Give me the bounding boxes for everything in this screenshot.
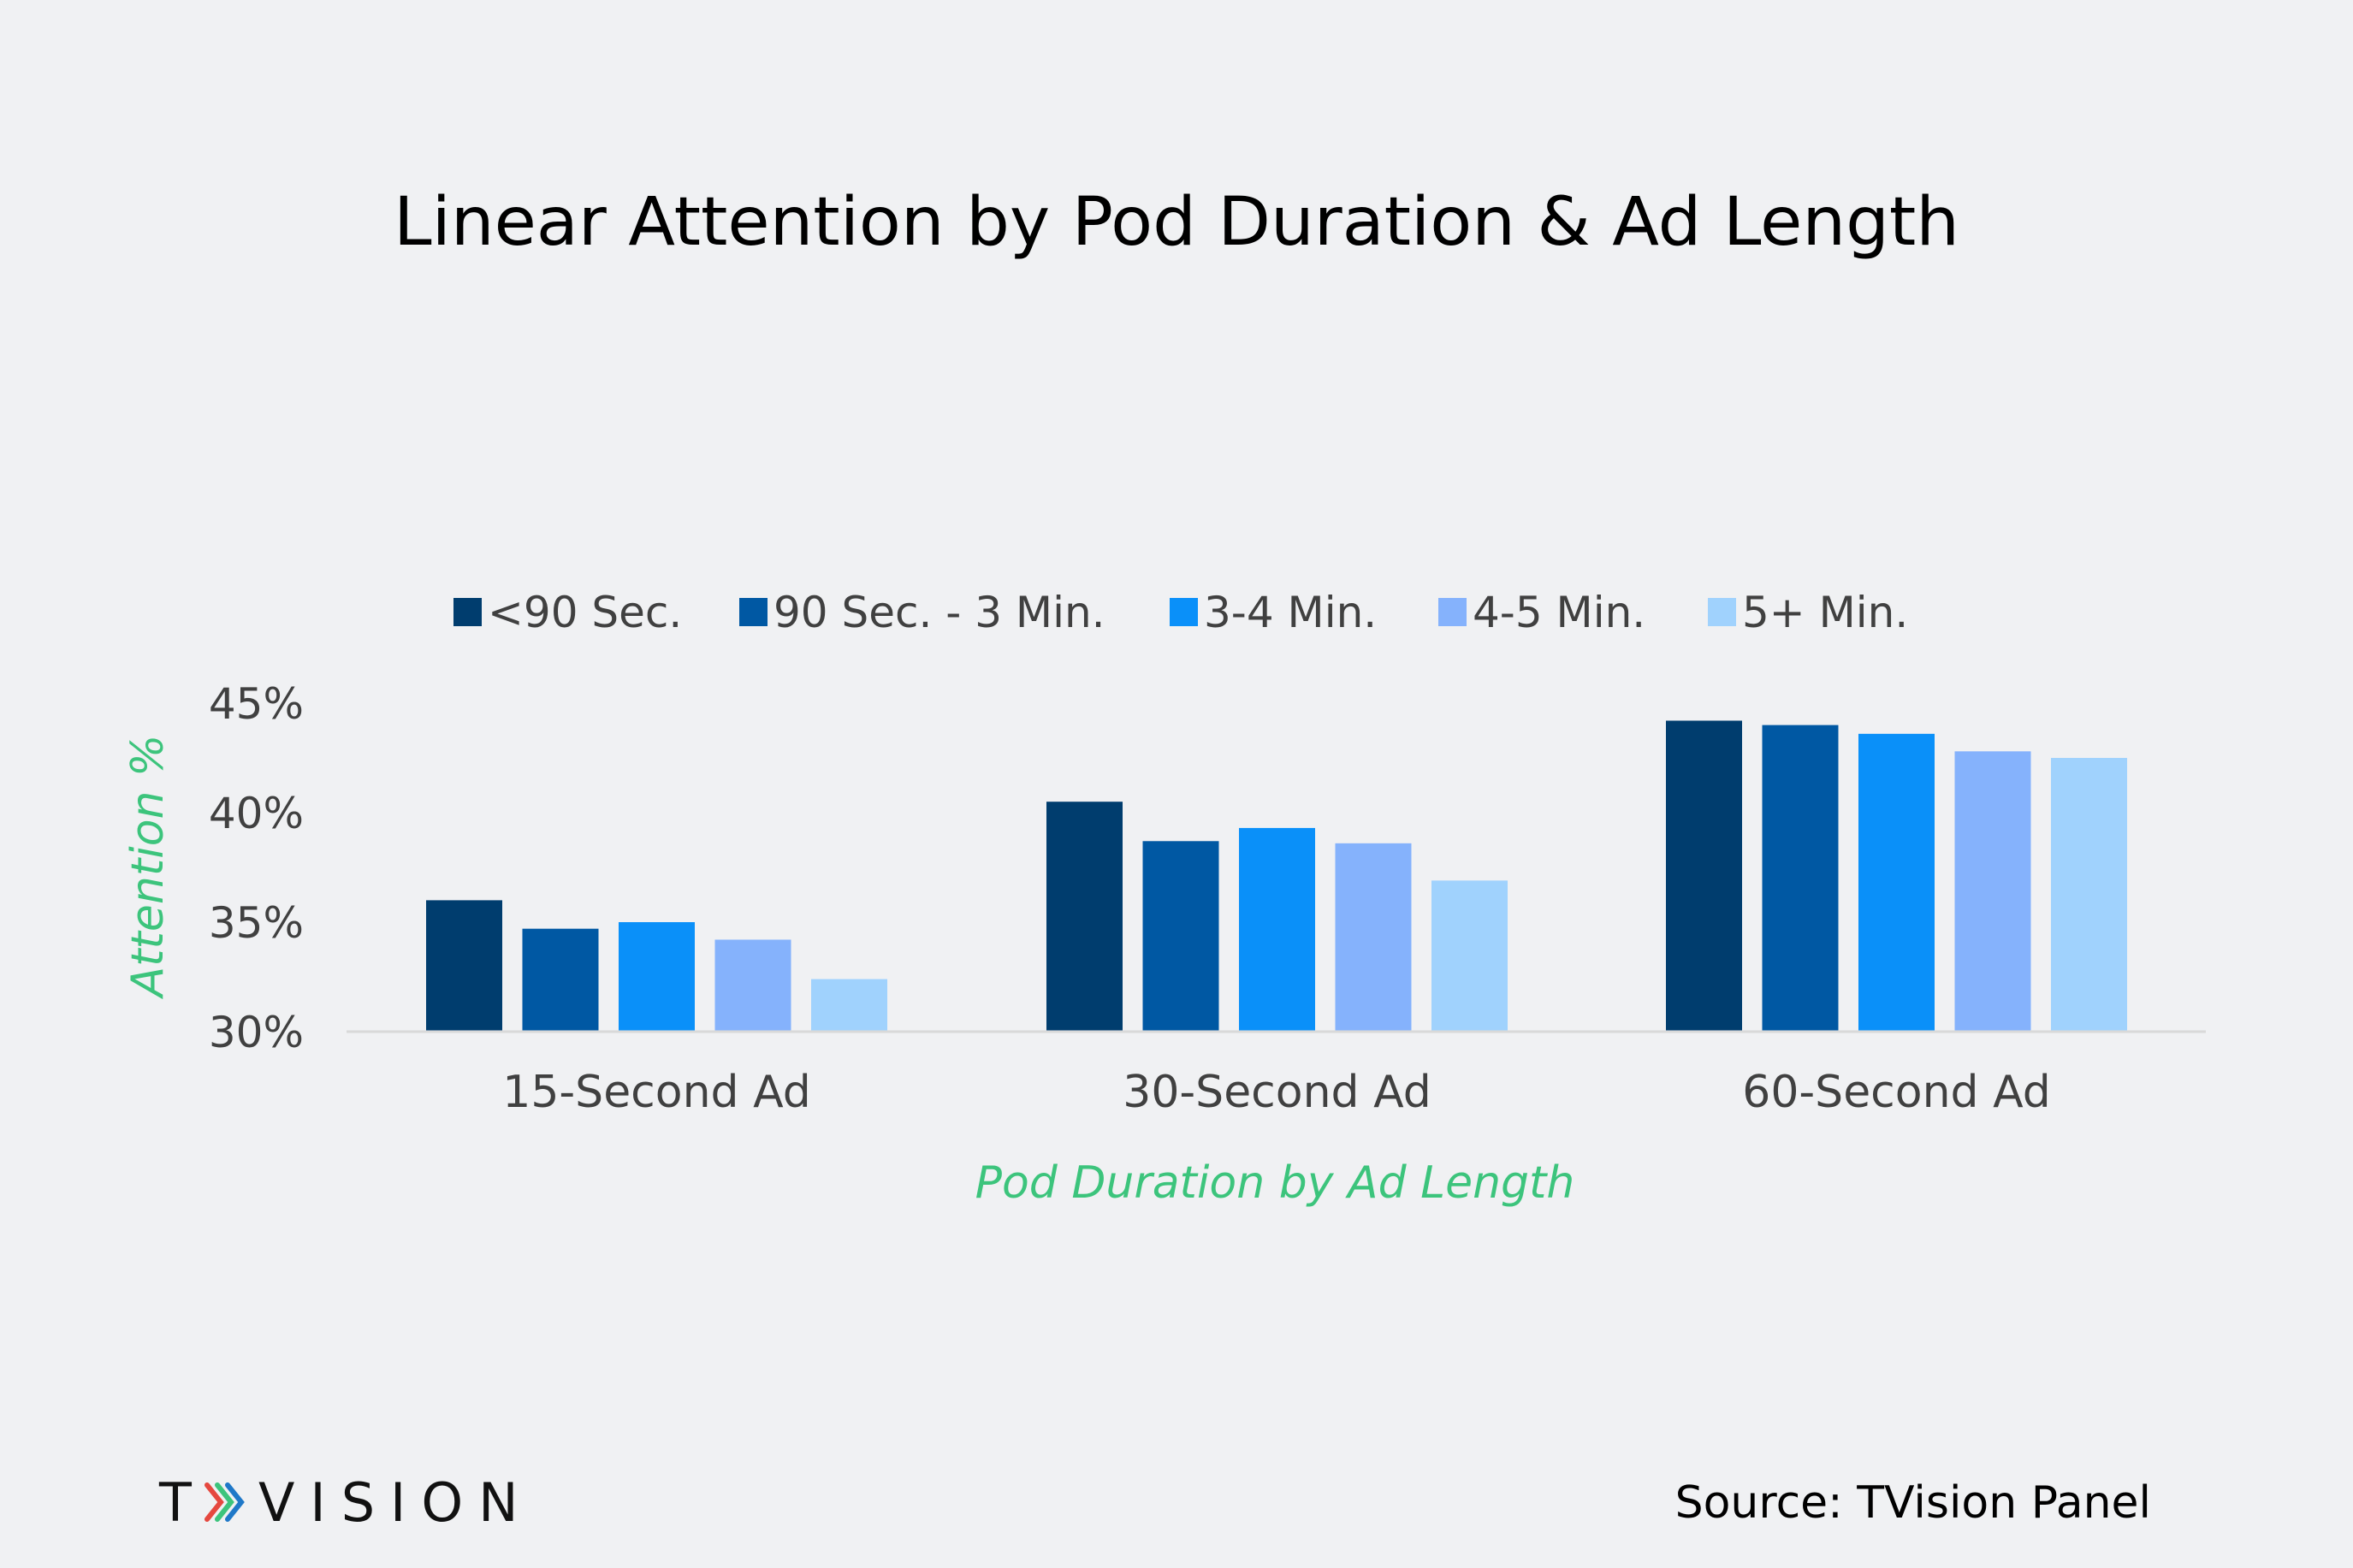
- bar-2-3: [1239, 827, 1315, 1032]
- category-label: 15-Second Ad: [502, 1067, 811, 1118]
- bar-3-4: [1954, 751, 2031, 1032]
- bar-2-5: [1431, 880, 1508, 1032]
- legend-label: <90 Sec.: [488, 588, 682, 637]
- bar-1-2: [522, 928, 599, 1032]
- bars: [426, 720, 2127, 1032]
- y-axis-title: Attention %: [122, 735, 174, 1000]
- bar-3-3: [1858, 733, 1935, 1032]
- bar-1-1: [426, 900, 502, 1032]
- chevron-icon: [215, 1482, 234, 1522]
- chevron-arrows-icon: [204, 1482, 245, 1522]
- legend-swatch: [1170, 598, 1198, 626]
- legend-label: 5+ Min.: [1742, 588, 1908, 637]
- y-tick-label: 40%: [209, 789, 304, 838]
- y-axis-ticks: 30% 35% 40% 45%: [209, 679, 304, 1057]
- y-tick-label: 35%: [209, 898, 304, 948]
- bar-1-5: [811, 979, 887, 1032]
- legend-swatch: [1438, 598, 1467, 626]
- bar-3-2: [1762, 725, 1839, 1032]
- y-tick-label: 45%: [209, 679, 304, 729]
- bar-3-1: [1666, 720, 1742, 1032]
- chevron-icon: [225, 1482, 245, 1522]
- legend-swatch: [739, 598, 768, 626]
- legend-label: 4-5 Min.: [1473, 588, 1645, 637]
- bar-2-2: [1142, 841, 1219, 1032]
- category-label: 60-Second Ad: [1742, 1067, 2051, 1118]
- chart-title: Linear Attention by Pod Duration & Ad Le…: [394, 184, 1959, 261]
- bar-2-1: [1046, 802, 1123, 1032]
- source-note: Source: TVision Panel: [1675, 1477, 2151, 1529]
- legend-swatch: [1708, 598, 1736, 626]
- legend-label: 3-4 Min.: [1204, 588, 1377, 637]
- legend-label: 90 Sec. - 3 Min.: [773, 588, 1105, 637]
- logo-text-left: T: [158, 1471, 207, 1534]
- x-axis-title: Pod Duration by Ad Length: [975, 1157, 1575, 1209]
- legend-swatch: [453, 598, 482, 626]
- bar-3-5: [2051, 758, 2127, 1032]
- tvision-logo: T VISION: [158, 1471, 534, 1534]
- bar-1-4: [714, 939, 791, 1032]
- bar-1-3: [619, 922, 695, 1032]
- category-labels: 15-Second Ad 30-Second Ad 60-Second Ad: [502, 1067, 2051, 1118]
- logo-text-right: VISION: [258, 1471, 534, 1534]
- legend: <90 Sec. 90 Sec. - 3 Min. 3-4 Min. 4-5 Min.…: [453, 588, 1908, 637]
- y-tick-label: 30%: [209, 1008, 304, 1057]
- category-label: 30-Second Ad: [1123, 1067, 1431, 1118]
- bar-2-4: [1335, 843, 1412, 1032]
- chevron-icon: [204, 1482, 224, 1522]
